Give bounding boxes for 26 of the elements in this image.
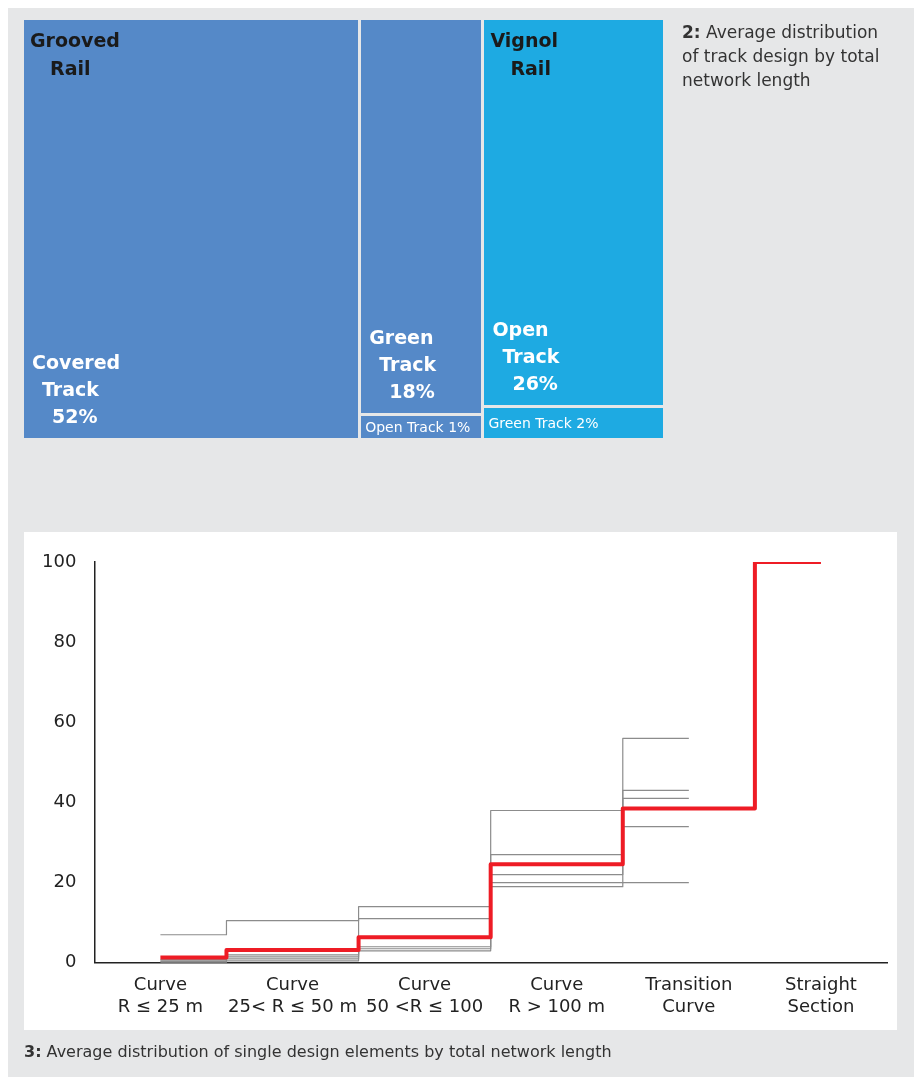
- category-label: Open Track: [365, 419, 444, 435]
- series-label: Vignol Rail: [490, 28, 558, 81]
- category-label: Green Track: [369, 325, 437, 377]
- x-tick-label: Curve R ≤ 25 m: [117, 973, 204, 1016]
- data-label: 2%: [576, 415, 599, 432]
- y-tick-label: 60: [53, 709, 77, 731]
- x-tick-label: Curve R > 100 m: [508, 973, 606, 1016]
- y-tick-label: 20: [53, 870, 77, 892]
- data-label: 1%: [448, 419, 471, 435]
- data-label: 26%: [511, 371, 559, 397]
- y-tick-label: 80: [53, 629, 77, 651]
- x-tick-label: Transition Curve: [644, 973, 733, 1016]
- y-tick-label: 100: [42, 549, 77, 571]
- data-label: 52%: [51, 404, 99, 429]
- text: 3: Average distribution of single design elements by total network length: [24, 1042, 612, 1061]
- x-tick-label: Curve 25< R ≤ 50 m: [228, 973, 357, 1016]
- category-label: Green Track: [488, 415, 572, 432]
- data-label: 18%: [388, 379, 436, 404]
- y-tick-label: 40: [53, 790, 77, 812]
- series-label: Grooved Rail: [30, 28, 120, 81]
- y-tick-label: 0: [64, 950, 77, 972]
- x-tick-label: Curve 50 <R ≤ 100: [366, 973, 484, 1016]
- category-label: Covered Track: [32, 350, 121, 402]
- text: 2: Average distribution of track design by total network length: [682, 22, 880, 90]
- category-label: Open Track: [492, 317, 560, 370]
- x-tick-label: Straight Section: [785, 973, 857, 1016]
